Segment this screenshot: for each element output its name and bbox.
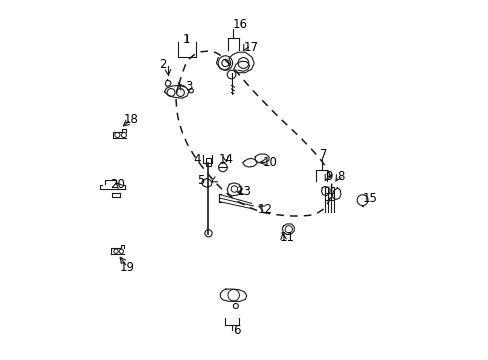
- Text: 9: 9: [325, 170, 332, 183]
- Bar: [205, 158, 211, 166]
- Text: 13: 13: [236, 185, 251, 198]
- Text: 5: 5: [197, 174, 204, 187]
- Text: 15: 15: [362, 192, 376, 205]
- Text: 6: 6: [232, 324, 240, 337]
- Text: 11: 11: [279, 231, 294, 244]
- Text: 3: 3: [184, 80, 192, 93]
- Text: 8: 8: [337, 170, 344, 183]
- Text: 18: 18: [123, 113, 138, 126]
- Text: 19: 19: [120, 261, 135, 274]
- Text: 20: 20: [110, 178, 125, 191]
- Text: 2: 2: [158, 58, 166, 71]
- Text: 4: 4: [193, 153, 200, 166]
- Text: 14: 14: [218, 153, 233, 166]
- Text: 1: 1: [182, 33, 189, 46]
- Text: 17: 17: [243, 41, 258, 54]
- Text: 16: 16: [232, 18, 247, 31]
- Text: 12: 12: [257, 203, 272, 216]
- Text: 10: 10: [262, 156, 277, 169]
- Text: 7: 7: [319, 148, 327, 161]
